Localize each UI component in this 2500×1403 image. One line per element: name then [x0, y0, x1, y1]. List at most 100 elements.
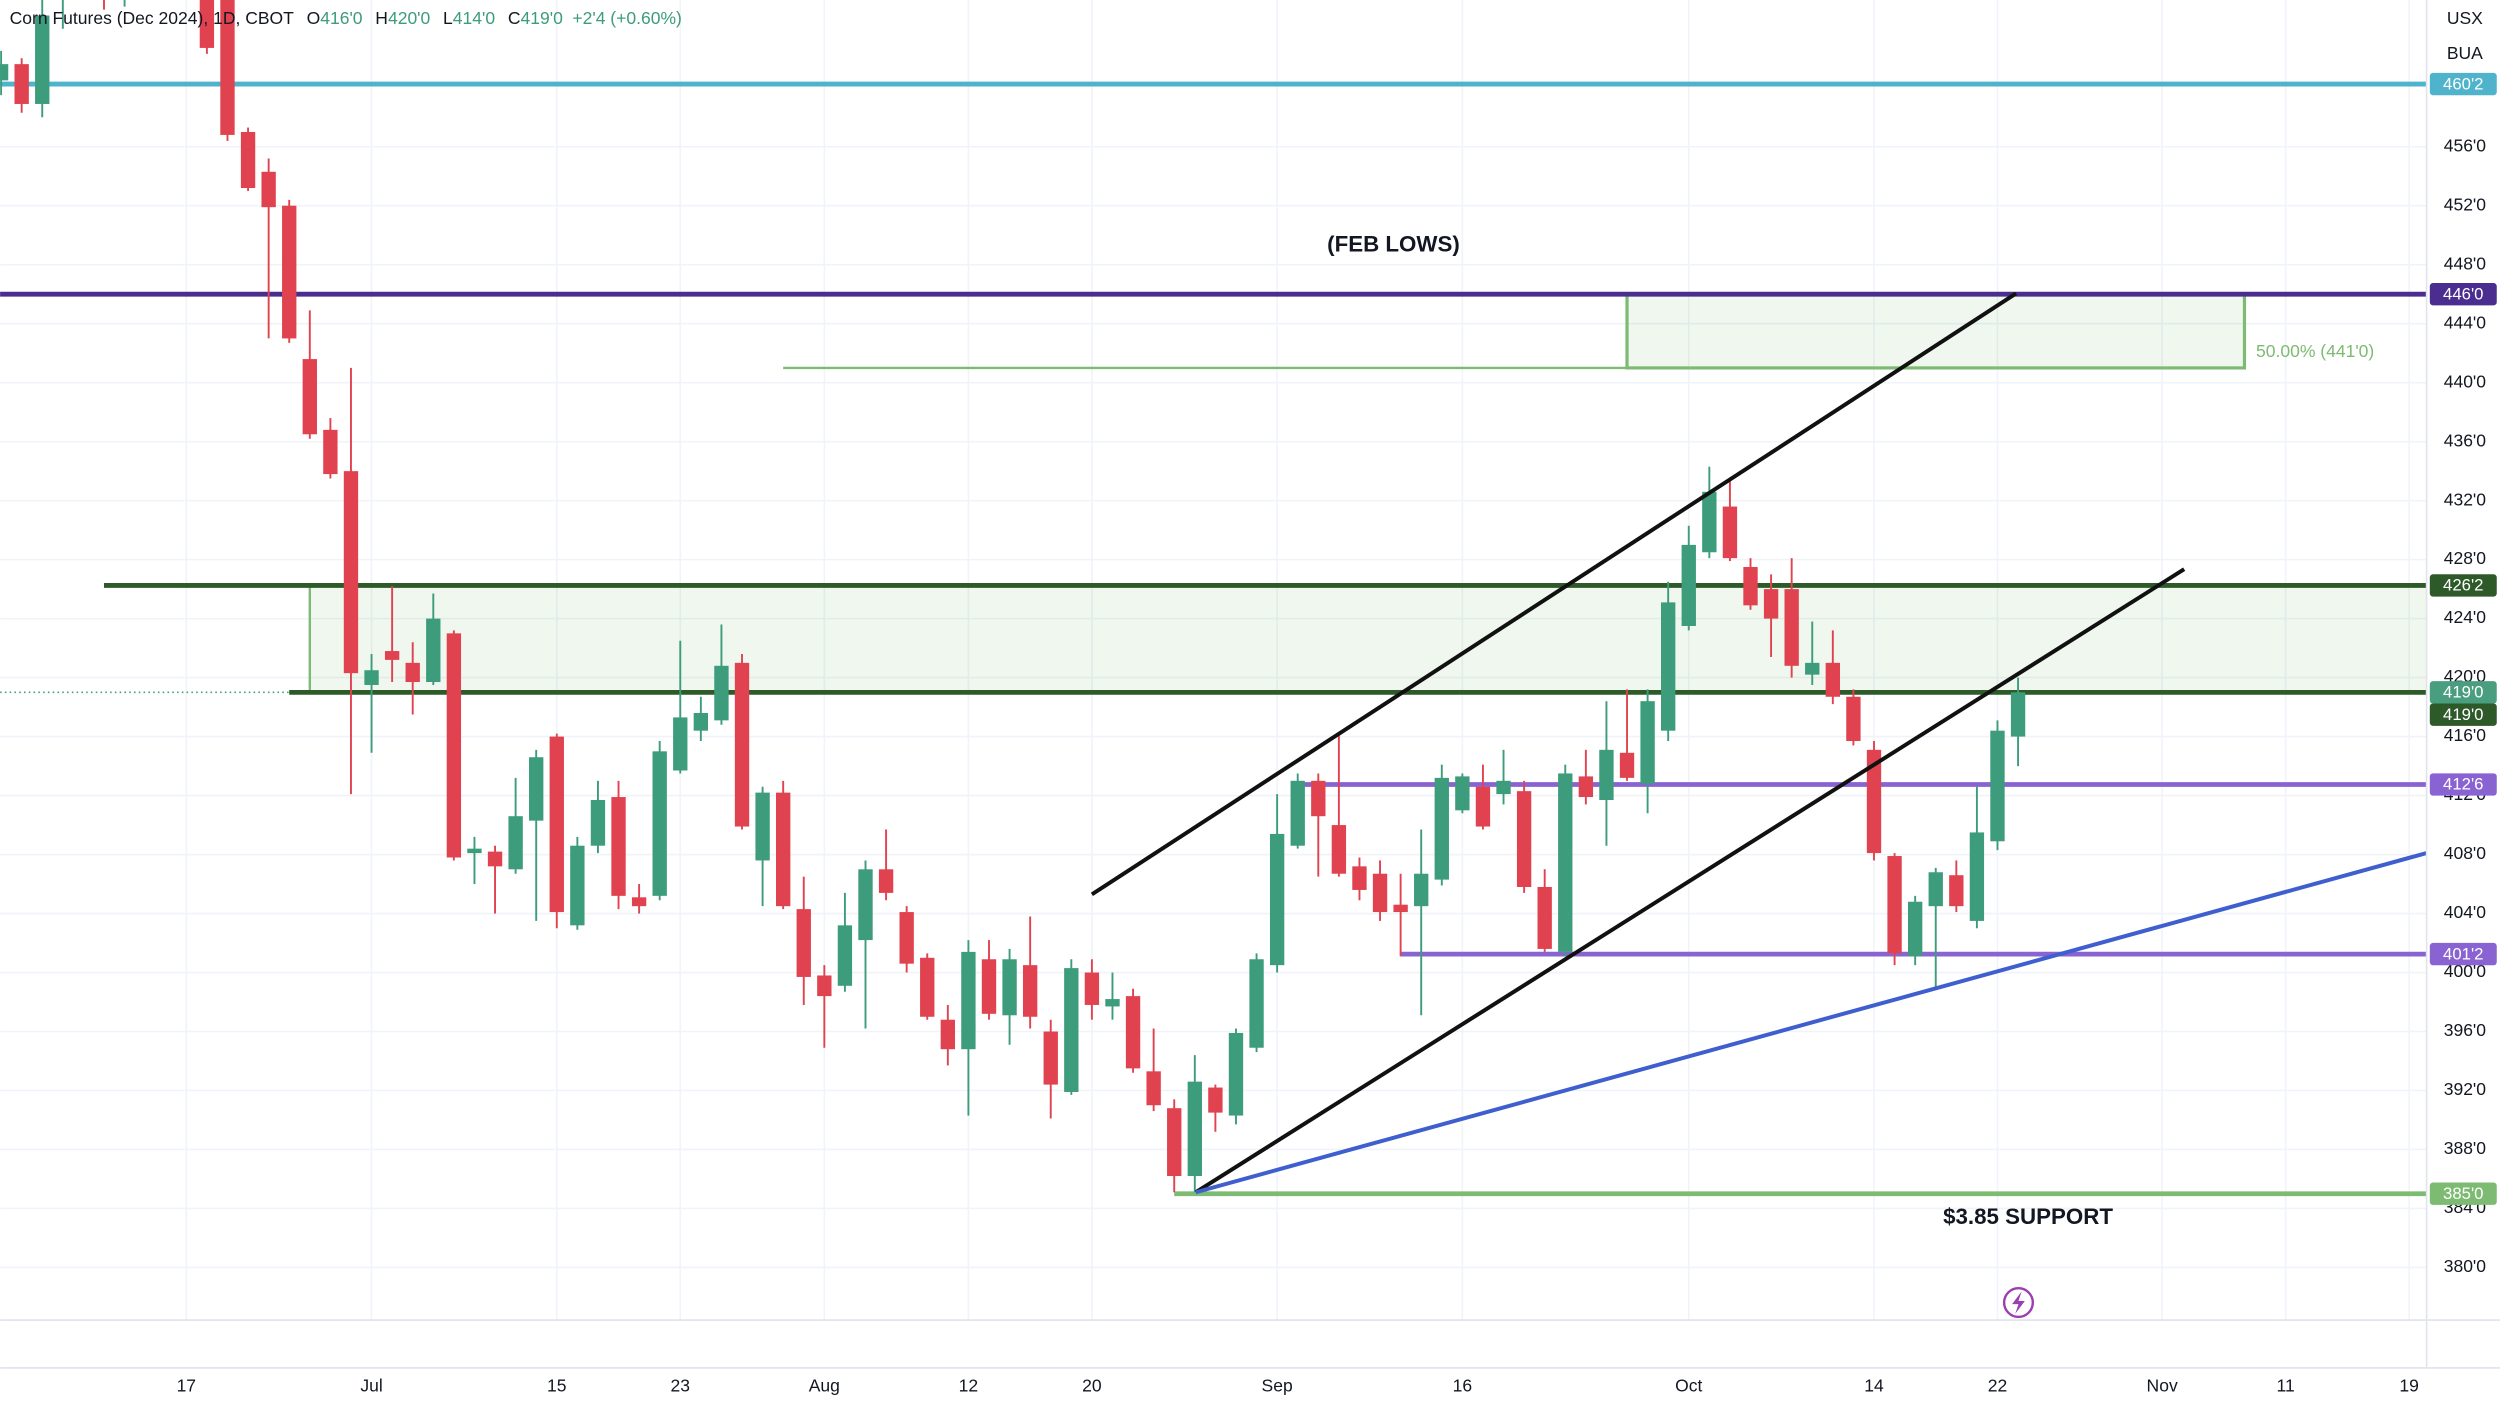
candle-body: [1208, 1087, 1223, 1113]
candle-body: [364, 670, 379, 685]
y-tick-label: 392'0: [2444, 1079, 2487, 1099]
candle-body: [878, 869, 894, 893]
candle-body: [1167, 1108, 1182, 1177]
y-tick-label: 408'0: [2444, 843, 2487, 863]
candle-body: [1331, 825, 1347, 874]
candle-body: [1537, 886, 1552, 949]
candle-body: [1475, 786, 1491, 827]
price-tag-label: 385'0: [2443, 1184, 2483, 1203]
lightning-icon[interactable]: [2002, 1287, 2035, 1319]
candle-body: [796, 909, 811, 977]
candle-body: [1640, 701, 1655, 784]
candle-body: [323, 429, 338, 475]
x-tick-label: 16: [1453, 1376, 1472, 1396]
price-tag: [2429, 942, 2497, 966]
candle-body: [1784, 589, 1799, 666]
candle-body: [961, 951, 976, 1050]
candle-body: [652, 751, 667, 896]
candle-body: [384, 651, 400, 660]
candle-body: [817, 975, 832, 997]
candle-body: [487, 851, 503, 867]
candle-body: [1681, 544, 1696, 626]
ohlc-key: L: [443, 8, 453, 28]
candle-body: [837, 925, 853, 986]
x-tick-label: 19: [2399, 1376, 2418, 1396]
candle-body: [1578, 776, 1594, 798]
ohlc-value: 419'0: [521, 8, 564, 28]
candle-body: [858, 869, 873, 941]
candle-body: [1311, 780, 1326, 817]
price-tag-label: 401'2: [2443, 944, 2483, 963]
y-tick-label: 448'0: [2444, 253, 2487, 273]
ohlc-key: H: [375, 8, 388, 28]
axes: 380'0384'0388'0392'0396'0400'0404'0408'0…: [177, 72, 2497, 1396]
candle-body: [1125, 996, 1141, 1069]
price-tag-label: 419'0: [2443, 683, 2483, 702]
x-tick-label: 15: [547, 1376, 566, 1396]
x-tick-label: Sep: [1262, 1376, 1293, 1396]
x-tick-label: 12: [959, 1376, 978, 1396]
candle-body: [426, 618, 441, 683]
ohlc-value: 420'0: [388, 8, 431, 28]
support-zone: [309, 585, 2427, 693]
candle-body: [693, 712, 709, 731]
y-tick-label: 400'0: [2444, 961, 2487, 981]
candle-body: [508, 816, 523, 870]
candle-body: [1414, 873, 1429, 907]
candle-body: [529, 757, 544, 821]
ohlc-value: 414'0: [453, 8, 496, 28]
candle-body: [1105, 999, 1120, 1007]
candle-body: [1187, 1081, 1202, 1177]
candle-body: [1372, 873, 1388, 913]
x-tick-label: Oct: [1675, 1376, 1702, 1396]
y-tick-label: 388'0: [2444, 1138, 2487, 1158]
x-tick-label: 23: [671, 1376, 690, 1396]
icon-circle: [2002, 1287, 2035, 1319]
candle-body: [920, 957, 935, 1017]
symbol-title: Corn Futures (Dec 2024), 1D, CBOT: [10, 8, 295, 28]
x-tick-label: 11: [2277, 1376, 2295, 1396]
candle-body: [199, 0, 215, 48]
x-tick-label: Jul: [360, 1376, 382, 1396]
candle-body: [611, 797, 626, 896]
candle-body: [1661, 602, 1676, 731]
candle-body: [1990, 730, 2005, 842]
candle-body: [1249, 959, 1264, 1048]
ohlc-value: 416'0: [320, 8, 363, 28]
x-tick-label: Nov: [2147, 1376, 2178, 1396]
candle-body: [1558, 773, 1573, 952]
y-tick-label: 416'0: [2444, 725, 2487, 745]
candle-body: [240, 131, 256, 189]
candle-body: [1805, 662, 1820, 675]
candle-body: [1702, 491, 1717, 553]
y-tick-label: 380'0: [2444, 1256, 2487, 1276]
x-tick-label: 17: [177, 1376, 196, 1396]
candle-body: [1496, 780, 1511, 795]
y-tick-label: 428'0: [2444, 548, 2487, 568]
ohlc-key: O: [307, 8, 321, 28]
candle-body: [1146, 1071, 1161, 1106]
candle-body: [35, 15, 50, 104]
ohlc-key: C: [508, 8, 521, 28]
candle-body: [1887, 856, 1902, 954]
candle-body: [261, 171, 276, 208]
candle-body: [220, 0, 235, 135]
candle-body: [734, 662, 750, 827]
candle-body: [1907, 901, 1923, 957]
y-tick-label: 404'0: [2444, 902, 2487, 922]
y-tick-label: 396'0: [2444, 1020, 2487, 1040]
x-tick-label: Aug: [809, 1376, 840, 1396]
candle-body: [1743, 566, 1758, 606]
candle-body: [1352, 866, 1367, 890]
y-tick-label: 456'0: [2444, 135, 2487, 155]
candle-body: [405, 662, 420, 683]
candle-body: [899, 912, 914, 964]
candle-body: [940, 1019, 956, 1050]
y-tick-label: 432'0: [2444, 489, 2487, 509]
candle-body: [1866, 749, 1882, 854]
candle-body: [570, 845, 585, 926]
candle-body: [1393, 904, 1408, 913]
candle-body: [776, 792, 791, 907]
price-tag: [2429, 773, 2497, 796]
